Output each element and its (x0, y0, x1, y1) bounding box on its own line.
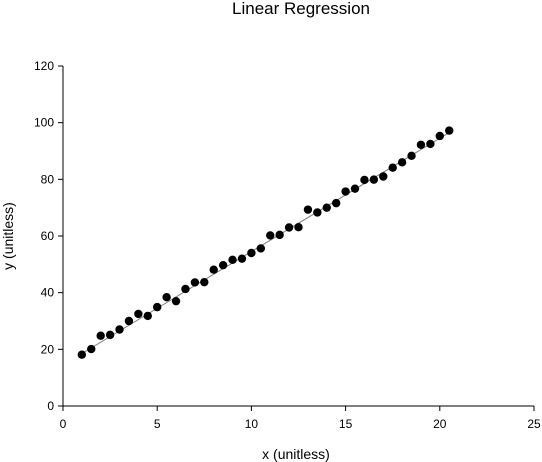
data-point (237, 254, 247, 263)
x-tick-label: 20 (433, 417, 447, 431)
axes (58, 65, 535, 411)
y-axis-label: y (unitless) (0, 202, 16, 270)
data-point (143, 311, 152, 321)
y-tick-label: 40 (41, 286, 55, 300)
data-point (228, 255, 237, 264)
data-point (209, 265, 218, 274)
data-point (294, 223, 303, 232)
data-point (322, 203, 331, 212)
x-tick-label: 0 (60, 417, 67, 431)
data-point (77, 350, 87, 359)
data-point (369, 175, 379, 184)
data-point (445, 126, 454, 135)
y-tick-label: 60 (41, 229, 55, 243)
data-point (379, 172, 388, 181)
data-point (162, 293, 171, 302)
data-point (397, 158, 407, 167)
tick-labels: 0 5 10 15 20 25 0 20 40 60 80 100 120 (34, 59, 541, 431)
data-point (266, 231, 275, 240)
data-points (77, 126, 454, 359)
data-point (200, 277, 209, 287)
data-point (87, 344, 96, 354)
data-point (426, 139, 435, 149)
data-point (331, 198, 341, 208)
y-tick-label: 100 (34, 116, 54, 130)
data-point (341, 187, 350, 196)
data-point (407, 151, 416, 161)
data-point (350, 184, 360, 193)
data-point (134, 309, 143, 319)
x-axis-label: x (unitless) (262, 446, 330, 462)
data-point (284, 223, 294, 232)
data-point (416, 140, 426, 149)
data-point (247, 248, 256, 258)
data-point (153, 302, 162, 312)
data-point (435, 131, 444, 141)
y-tick-label: 20 (41, 342, 55, 356)
x-tick-label: 25 (527, 417, 541, 431)
data-point (218, 260, 228, 270)
data-point (124, 316, 134, 326)
x-tick-label: 15 (339, 417, 353, 431)
chart-title: Linear Regression (232, 0, 370, 18)
data-point (388, 163, 397, 172)
data-point (171, 296, 181, 306)
data-point (96, 331, 105, 340)
data-point (105, 330, 115, 340)
data-point (256, 244, 266, 253)
y-tick-label: 0 (47, 399, 54, 413)
data-point (115, 325, 124, 334)
regression-line (81, 132, 450, 355)
y-tick-label: 120 (34, 59, 54, 73)
x-tick-label: 10 (245, 417, 259, 431)
y-tick-label: 80 (41, 172, 55, 186)
x-tick-label: 5 (154, 417, 161, 431)
data-point (303, 205, 313, 214)
data-point (275, 230, 284, 240)
data-point (181, 284, 190, 294)
data-point (190, 278, 200, 287)
data-point (360, 175, 369, 185)
data-point (313, 208, 322, 217)
